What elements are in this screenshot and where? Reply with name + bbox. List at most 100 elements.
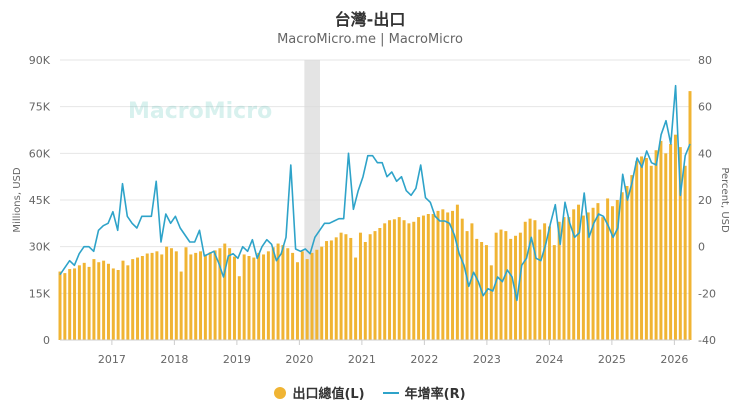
bar: [509, 238, 513, 340]
bar: [451, 210, 455, 340]
bar: [368, 234, 372, 340]
bar: [276, 243, 280, 340]
y-right-tick-label: -40: [698, 334, 716, 347]
bar: [654, 150, 658, 340]
bar: [305, 259, 309, 340]
bar: [237, 276, 241, 340]
bar: [257, 252, 261, 340]
bar: [247, 256, 251, 340]
bar: [136, 257, 140, 340]
legend-item-exports[interactable]: 出口總值(L): [274, 383, 365, 402]
x-tick-label: 2017: [98, 353, 126, 366]
y-right-tick-label: 60: [698, 101, 712, 114]
bar: [286, 248, 290, 340]
y-right-tick-label: 40: [698, 147, 712, 160]
bar: [160, 254, 164, 340]
bar: [199, 251, 203, 340]
bar: [339, 232, 343, 340]
bar: [242, 254, 246, 340]
bar: [106, 263, 110, 340]
bar: [349, 237, 353, 340]
bar: [547, 226, 551, 340]
bar: [58, 271, 62, 340]
bar: [315, 249, 319, 340]
y-axis-left-title: Millions, USD: [12, 167, 23, 232]
bar: [688, 91, 692, 340]
bar: [620, 192, 624, 340]
bar: [165, 246, 169, 340]
bar: [683, 165, 687, 340]
bar: [412, 221, 416, 340]
x-tick-label: 2020: [285, 353, 313, 366]
y-right-tick-label: -20: [698, 287, 716, 300]
bar: [601, 217, 605, 340]
y-left-tick-label: 30K: [29, 241, 51, 254]
y-left-tick-label: 15K: [29, 287, 51, 300]
bar: [213, 250, 217, 340]
bar: [499, 229, 503, 340]
bar: [572, 209, 576, 340]
bar: [208, 252, 212, 340]
legend-label-yoy: 年增率(R): [404, 387, 466, 402]
bar: [484, 245, 488, 340]
x-axis: 2017 2018 2019 2020 2021 2022 2023 2024 2025 2026: [60, 339, 690, 366]
bar: [397, 217, 401, 340]
bar: [465, 231, 469, 340]
line-swatch-icon: [382, 391, 399, 394]
bar: [475, 238, 479, 340]
bar: [644, 158, 648, 340]
bar: [489, 265, 493, 340]
bar: [383, 223, 387, 340]
bar: [533, 220, 537, 340]
bar: [126, 265, 130, 340]
bar: [596, 203, 600, 340]
bar: [528, 218, 532, 340]
bar: [150, 252, 154, 340]
bar: [538, 229, 542, 340]
bar: [116, 270, 120, 340]
bar: [615, 200, 619, 340]
legend-item-yoy[interactable]: 年增率(R): [382, 383, 466, 402]
bar: [320, 246, 324, 340]
bar: [354, 257, 358, 340]
bar: [194, 252, 198, 340]
y-right-tick-label: 20: [698, 194, 712, 207]
bar: [179, 271, 183, 340]
bar: [678, 147, 682, 340]
bar: [266, 251, 270, 340]
bar: [184, 247, 188, 340]
bar: [77, 265, 81, 340]
bar: [436, 210, 440, 340]
bar: [228, 248, 232, 340]
bar: [470, 223, 474, 340]
y-left-tick-label: 75K: [29, 101, 51, 114]
bar: [635, 161, 639, 340]
bar: [673, 134, 677, 340]
bar: [591, 207, 595, 340]
bar: [504, 231, 508, 340]
x-tick-label: 2019: [223, 353, 251, 366]
y-left-tick-label: 90K: [29, 54, 51, 67]
y-right-tick-label: 80: [698, 54, 712, 67]
bar: [169, 248, 173, 340]
bar: [407, 223, 411, 340]
x-tick-label: 2024: [535, 353, 563, 366]
bar: [145, 253, 149, 340]
bar-swatch-icon: [274, 386, 287, 399]
bar: [523, 221, 527, 340]
bar: [334, 237, 338, 340]
bar-series: [58, 91, 692, 340]
bar: [392, 219, 396, 340]
y-axis-left: 0 15K 30K 45K 60K 75K 90K: [29, 54, 51, 347]
bar: [494, 232, 498, 340]
x-tick-label: 2022: [410, 353, 438, 366]
bar: [421, 215, 425, 340]
bar: [426, 214, 430, 340]
bar: [97, 262, 101, 340]
bar: [562, 217, 566, 340]
bar: [82, 262, 86, 340]
chart-subtitle: MacroMicro.me | MacroMicro: [277, 32, 463, 47]
bar: [630, 175, 634, 340]
